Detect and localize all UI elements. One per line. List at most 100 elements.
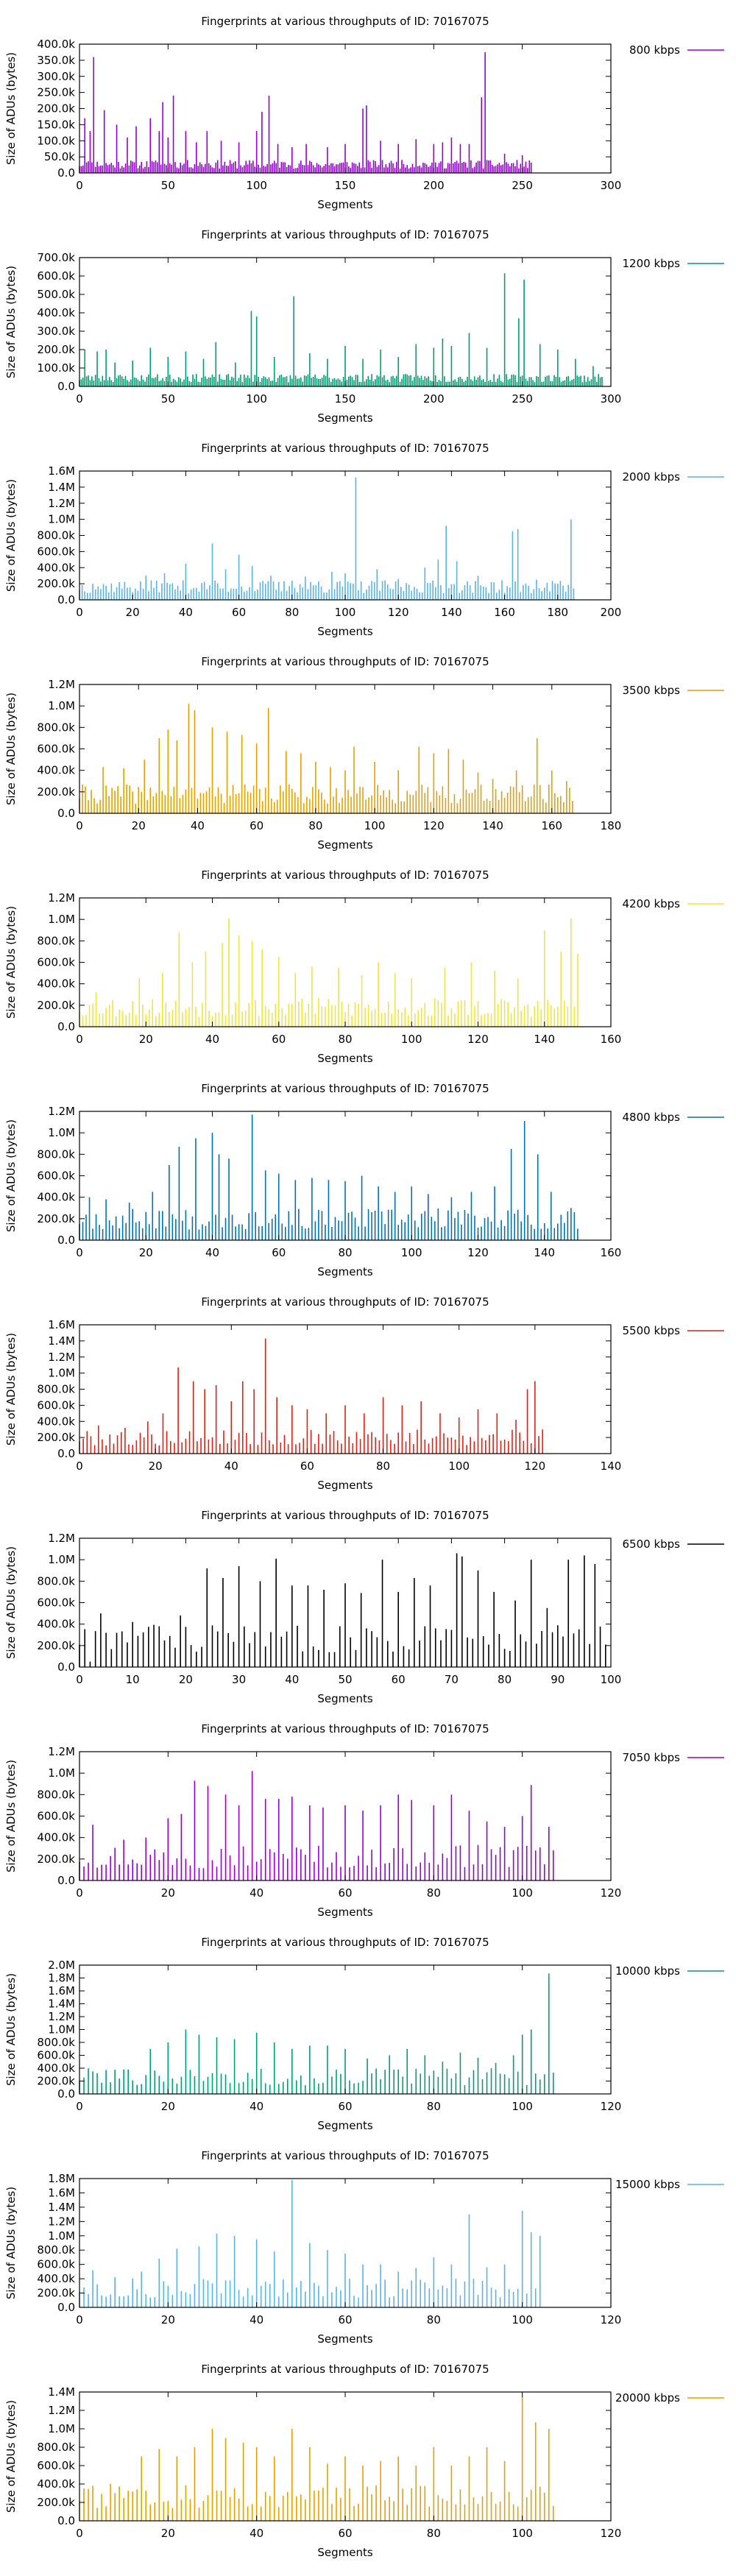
x-axis-label: Segments bbox=[317, 198, 373, 211]
x-tick-label: 0 bbox=[76, 1033, 83, 1046]
x-tick-label: 100 bbox=[601, 1673, 622, 1686]
y-tick-label: 600.0k bbox=[37, 1170, 75, 1183]
x-tick-label: 300 bbox=[601, 179, 622, 192]
y-tick-label: 1.4M bbox=[48, 1998, 75, 2011]
x-tick-label: 80 bbox=[338, 1033, 352, 1046]
x-tick-label: 60 bbox=[338, 2527, 352, 2540]
y-tick-label: 800.0k bbox=[37, 934, 75, 947]
chart-panel: Fingerprints at various throughputs of I… bbox=[4, 1295, 724, 1492]
y-tick-label: 100.0k bbox=[37, 361, 75, 375]
x-tick-label: 60 bbox=[272, 1246, 286, 1259]
x-tick-label: 120 bbox=[467, 1033, 489, 1046]
x-tick-label: 100 bbox=[401, 1246, 422, 1259]
y-axis-label: Size of ADUs (bytes) bbox=[4, 1546, 18, 1659]
y-tick-label: 800.0k bbox=[37, 1147, 75, 1161]
y-tick-label: 0.0 bbox=[57, 1234, 75, 1247]
x-axis-label: Segments bbox=[317, 625, 373, 638]
chart-title: Fingerprints at various throughputs of I… bbox=[201, 2149, 489, 2162]
x-tick-label: 50 bbox=[161, 179, 175, 192]
x-tick-label: 140 bbox=[441, 606, 462, 619]
chart-panel: Fingerprints at various throughputs of I… bbox=[4, 1082, 724, 1278]
y-axis-label: Size of ADUs (bytes) bbox=[4, 52, 18, 165]
y-tick-label: 400.0k bbox=[37, 1831, 75, 1844]
y-tick-label: 1.8M bbox=[48, 1972, 75, 1985]
legend-label: 5500 kbps bbox=[623, 1324, 681, 1337]
y-tick-label: 1.2M bbox=[48, 1351, 75, 1364]
x-tick-label: 0 bbox=[76, 2100, 83, 2113]
chart-title: Fingerprints at various throughputs of I… bbox=[201, 1509, 489, 1522]
x-tick-label: 140 bbox=[534, 1033, 555, 1046]
y-tick-label: 1.0M bbox=[48, 913, 75, 926]
x-axis-label: Segments bbox=[317, 838, 373, 852]
y-tick-label: 350.0k bbox=[37, 54, 75, 67]
x-tick-label: 100 bbox=[512, 2313, 533, 2326]
y-tick-label: 600.0k bbox=[37, 269, 75, 283]
y-tick-label: 1.0M bbox=[48, 2422, 75, 2435]
y-tick-label: 200.0k bbox=[37, 1431, 75, 1444]
x-tick-label: 80 bbox=[498, 1673, 512, 1686]
legend-label: 2000 kbps bbox=[623, 470, 681, 484]
chart-panel: Fingerprints at various throughputs of I… bbox=[4, 15, 724, 211]
y-tick-label: 1.0M bbox=[48, 1126, 75, 1139]
x-tick-label: 40 bbox=[250, 2313, 263, 2326]
y-tick-label: 1.4M bbox=[48, 481, 75, 494]
y-tick-label: 500.0k bbox=[37, 288, 75, 301]
x-tick-label: 200 bbox=[601, 606, 622, 619]
y-tick-label: 400.0k bbox=[37, 2062, 75, 2075]
y-tick-label: 200.0k bbox=[37, 1639, 75, 1652]
y-tick-label: 1.0M bbox=[48, 2229, 75, 2243]
y-tick-label: 400.0k bbox=[37, 561, 75, 574]
y-tick-label: 1.0M bbox=[48, 2023, 75, 2037]
x-tick-label: 60 bbox=[392, 1673, 406, 1686]
x-tick-label: 20 bbox=[132, 819, 146, 832]
y-tick-label: 800.0k bbox=[37, 721, 75, 734]
y-tick-label: 600.0k bbox=[37, 2258, 75, 2271]
x-tick-label: 120 bbox=[423, 819, 445, 832]
legend-label: 800 kbps bbox=[629, 43, 680, 57]
x-tick-label: 90 bbox=[551, 1673, 565, 1686]
x-tick-label: 100 bbox=[512, 1886, 533, 1900]
y-tick-label: 400.0k bbox=[37, 1415, 75, 1428]
y-axis-label: Size of ADUs (bytes) bbox=[4, 479, 18, 592]
x-tick-label: 100 bbox=[448, 1459, 470, 1473]
y-tick-label: 300.0k bbox=[37, 325, 75, 338]
y-tick-label: 400.0k bbox=[37, 1191, 75, 1204]
x-tick-label: 60 bbox=[272, 1033, 286, 1046]
chart-title: Fingerprints at various throughputs of I… bbox=[201, 15, 489, 28]
y-tick-label: 800.0k bbox=[37, 1383, 75, 1396]
y-tick-label: 0.0 bbox=[57, 2301, 75, 2314]
x-tick-label: 60 bbox=[300, 1459, 314, 1473]
x-tick-label: 40 bbox=[205, 1033, 219, 1046]
y-tick-label: 1.2M bbox=[48, 678, 75, 691]
x-tick-label: 0 bbox=[76, 1459, 83, 1473]
x-tick-label: 20 bbox=[149, 1459, 163, 1473]
y-tick-label: 1.2M bbox=[48, 1532, 75, 1545]
x-tick-label: 100 bbox=[512, 2100, 533, 2113]
y-tick-label: 600.0k bbox=[37, 1596, 75, 1610]
legend-label: 3500 kbps bbox=[623, 684, 681, 697]
x-tick-label: 100 bbox=[364, 819, 386, 832]
x-tick-label: 0 bbox=[76, 392, 83, 406]
y-tick-label: 1.6M bbox=[48, 2186, 75, 2199]
x-tick-label: 200 bbox=[423, 179, 445, 192]
y-tick-label: 1.4M bbox=[48, 1334, 75, 1348]
chart-title: Fingerprints at various throughputs of I… bbox=[201, 442, 489, 455]
y-tick-label: 800.0k bbox=[37, 1574, 75, 1588]
chart-title: Fingerprints at various throughputs of I… bbox=[201, 655, 489, 668]
x-tick-label: 160 bbox=[494, 606, 515, 619]
y-tick-label: 1.2M bbox=[48, 2404, 75, 2417]
x-tick-label: 40 bbox=[179, 606, 193, 619]
x-tick-label: 40 bbox=[250, 2100, 263, 2113]
y-tick-label: 1.0M bbox=[48, 1553, 75, 1566]
x-tick-label: 120 bbox=[601, 2527, 622, 2540]
legend-label: 6500 kbps bbox=[623, 1538, 681, 1551]
x-tick-label: 100 bbox=[512, 2527, 533, 2540]
chart-title: Fingerprints at various throughputs of I… bbox=[201, 2363, 489, 2376]
x-tick-label: 120 bbox=[467, 1246, 489, 1259]
legend-label: 1200 kbps bbox=[623, 257, 681, 270]
chart-panel: Fingerprints at various throughputs of I… bbox=[4, 1509, 724, 1705]
x-axis-label: Segments bbox=[317, 411, 373, 425]
x-tick-label: 60 bbox=[338, 1886, 352, 1900]
x-tick-label: 0 bbox=[76, 179, 83, 192]
